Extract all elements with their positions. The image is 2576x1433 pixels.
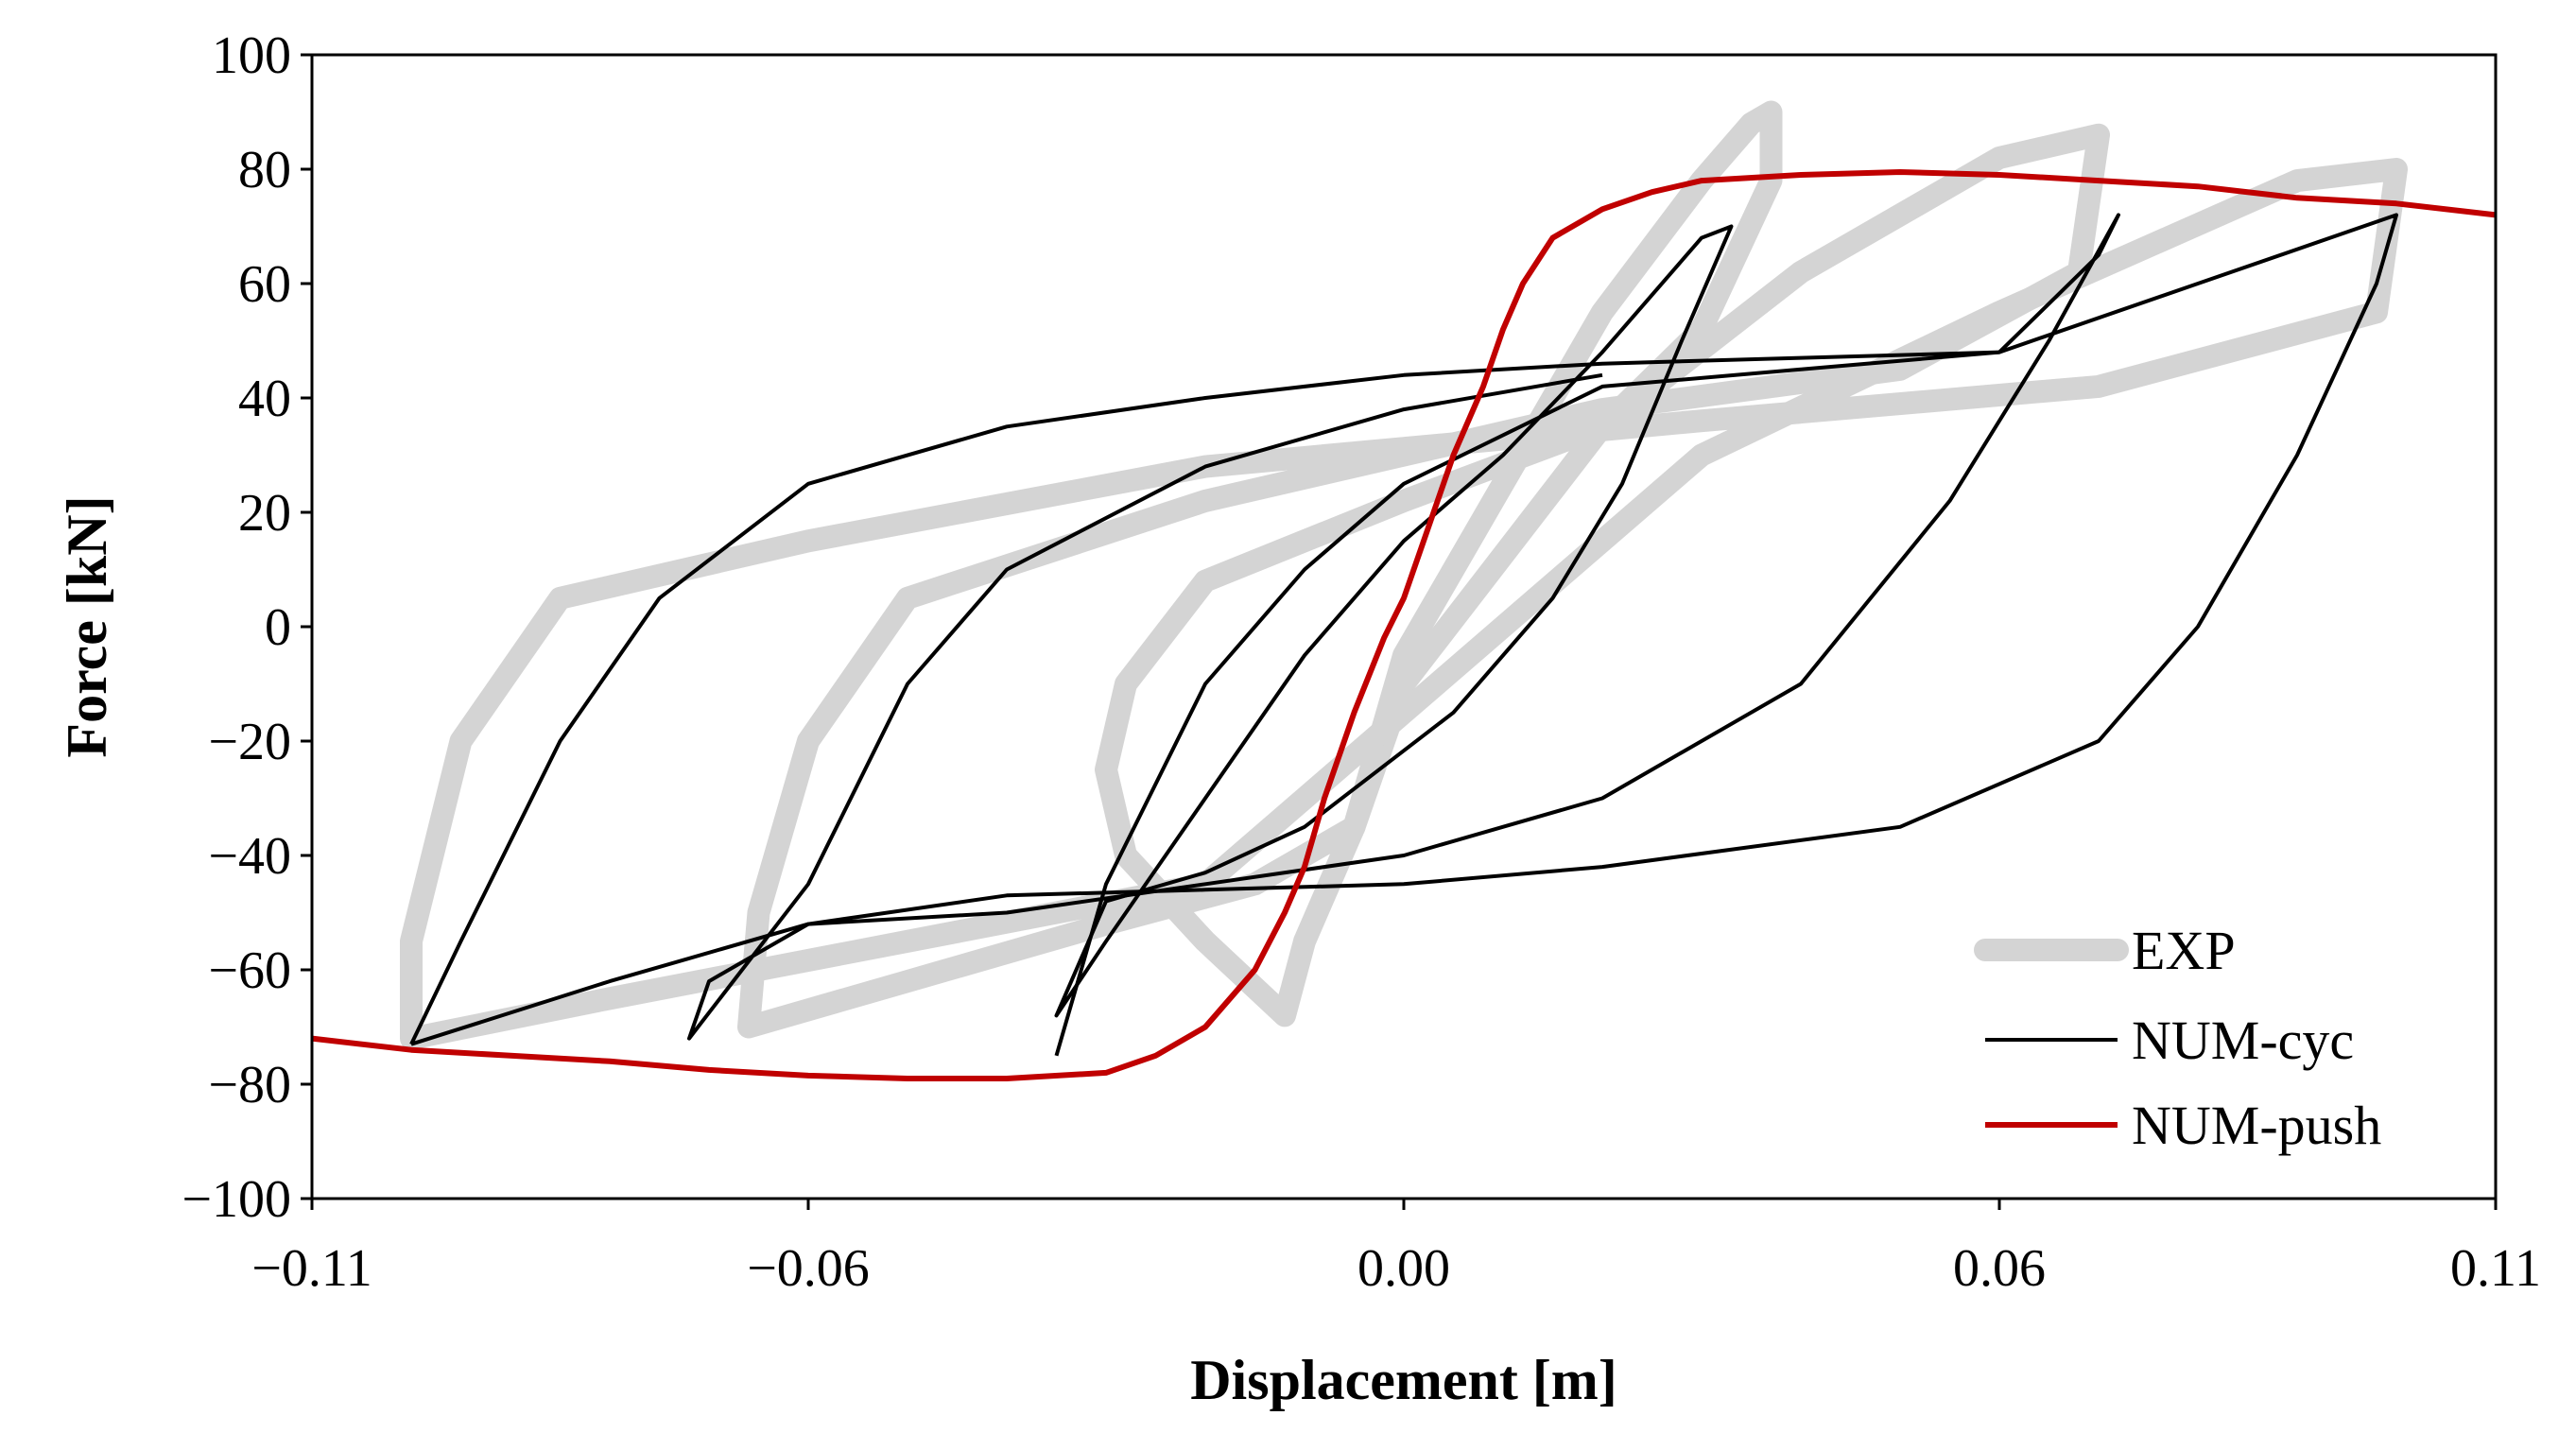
y-tick-label: 100 (212, 26, 291, 85)
num-cyc-loop (409, 213, 2398, 1046)
y-tick-label: −100 (182, 1170, 291, 1229)
legend: EXP NUM-cyc NUM-push (1974, 920, 2381, 1156)
x-tick-label: 0.11 (2450, 1239, 2541, 1298)
x-axis-title: Displacement [m] (1190, 1349, 1617, 1411)
y-axis-title: Force [kN] (56, 495, 118, 757)
y-tick-label: −40 (208, 827, 291, 886)
y-axis-ticks: 100 80 60 40 20 0 −20 −40 −60 −80 −100 (182, 26, 312, 1229)
legend-num-cyc-label: NUM-cyc (2132, 1010, 2354, 1071)
x-tick-label: −0.11 (251, 1239, 372, 1298)
x-tick-label: 0.06 (1953, 1239, 2046, 1298)
legend-exp-label: EXP (2132, 920, 2236, 981)
num-push-line (311, 169, 2497, 1081)
x-tick-label: 0.00 (1357, 1239, 1450, 1298)
y-tick-label: −20 (208, 713, 291, 771)
exp-loop (737, 123, 2110, 1039)
legend-num-push-label: NUM-push (2132, 1095, 2381, 1156)
exp-loop (400, 158, 2408, 1050)
x-axis-ticks: −0.11 −0.06 0.00 0.06 0.11 (251, 1199, 2541, 1298)
series-num-push (311, 169, 2497, 1081)
num-cyc-loop (687, 213, 2120, 1057)
y-tick-label: 40 (238, 370, 291, 428)
y-tick-label: 20 (238, 484, 291, 543)
x-tick-label: −0.06 (747, 1239, 870, 1298)
y-tick-label: −60 (208, 941, 291, 1000)
series-num-cyc (409, 213, 2398, 1057)
y-tick-label: 0 (265, 598, 291, 657)
y-tick-label: −80 (208, 1056, 291, 1114)
y-tick-label: 60 (238, 255, 291, 314)
y-tick-label: 80 (238, 141, 291, 199)
